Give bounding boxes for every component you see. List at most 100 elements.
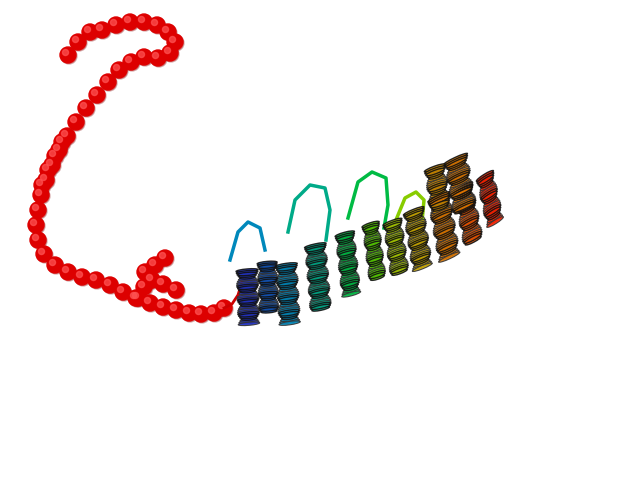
Ellipse shape: [369, 273, 385, 278]
Ellipse shape: [239, 307, 259, 310]
Circle shape: [151, 51, 167, 67]
Ellipse shape: [339, 264, 358, 270]
Ellipse shape: [364, 228, 378, 233]
Ellipse shape: [433, 219, 454, 229]
Ellipse shape: [278, 308, 300, 312]
Ellipse shape: [447, 160, 466, 169]
Circle shape: [195, 309, 202, 314]
Circle shape: [138, 265, 154, 281]
Circle shape: [33, 234, 38, 240]
Ellipse shape: [238, 274, 256, 277]
Ellipse shape: [340, 279, 360, 286]
Ellipse shape: [365, 230, 378, 235]
Ellipse shape: [387, 248, 406, 255]
Circle shape: [152, 52, 159, 59]
Ellipse shape: [485, 207, 500, 217]
Ellipse shape: [429, 198, 450, 206]
Ellipse shape: [364, 235, 381, 241]
Circle shape: [122, 14, 138, 30]
Circle shape: [79, 101, 95, 117]
Ellipse shape: [460, 208, 476, 217]
Circle shape: [45, 158, 61, 174]
Ellipse shape: [391, 256, 404, 262]
Ellipse shape: [240, 289, 255, 293]
Ellipse shape: [456, 194, 474, 204]
Circle shape: [206, 305, 222, 321]
Ellipse shape: [308, 263, 326, 268]
Circle shape: [84, 26, 90, 33]
Ellipse shape: [454, 186, 472, 196]
Ellipse shape: [429, 196, 449, 206]
Ellipse shape: [279, 271, 294, 275]
Circle shape: [138, 51, 145, 58]
Ellipse shape: [461, 218, 479, 228]
Ellipse shape: [280, 319, 300, 324]
Ellipse shape: [433, 221, 454, 231]
Ellipse shape: [478, 175, 493, 185]
Ellipse shape: [425, 166, 445, 174]
Ellipse shape: [370, 261, 381, 266]
Ellipse shape: [463, 231, 482, 242]
Circle shape: [137, 50, 153, 66]
Ellipse shape: [449, 180, 471, 190]
Ellipse shape: [388, 250, 406, 257]
Circle shape: [40, 174, 47, 180]
Ellipse shape: [435, 218, 452, 227]
Ellipse shape: [433, 201, 448, 209]
Ellipse shape: [365, 239, 381, 245]
Ellipse shape: [411, 252, 431, 261]
Ellipse shape: [477, 173, 493, 183]
Ellipse shape: [411, 242, 428, 249]
Ellipse shape: [487, 214, 501, 223]
Ellipse shape: [258, 290, 278, 293]
Ellipse shape: [389, 241, 402, 247]
Ellipse shape: [412, 244, 426, 251]
Circle shape: [130, 290, 146, 306]
Ellipse shape: [386, 228, 401, 235]
Circle shape: [116, 285, 132, 301]
Ellipse shape: [305, 243, 326, 248]
Ellipse shape: [310, 265, 324, 269]
Ellipse shape: [459, 212, 478, 222]
Ellipse shape: [312, 306, 330, 311]
Circle shape: [157, 301, 164, 308]
Ellipse shape: [237, 272, 257, 276]
Ellipse shape: [337, 235, 354, 241]
Ellipse shape: [453, 202, 475, 213]
Ellipse shape: [460, 214, 479, 224]
Ellipse shape: [480, 183, 495, 193]
Ellipse shape: [362, 223, 380, 229]
Circle shape: [61, 131, 68, 136]
Circle shape: [44, 157, 60, 173]
Circle shape: [136, 14, 152, 30]
Ellipse shape: [339, 260, 357, 266]
Ellipse shape: [462, 220, 478, 229]
Ellipse shape: [367, 245, 380, 251]
Ellipse shape: [456, 189, 472, 198]
Ellipse shape: [481, 180, 493, 188]
Circle shape: [143, 296, 159, 312]
Ellipse shape: [367, 255, 383, 261]
Ellipse shape: [431, 209, 452, 220]
Ellipse shape: [433, 214, 451, 223]
Ellipse shape: [278, 284, 296, 288]
Ellipse shape: [239, 313, 259, 317]
Ellipse shape: [447, 170, 470, 181]
Ellipse shape: [258, 277, 278, 281]
Circle shape: [38, 249, 45, 254]
Circle shape: [68, 114, 84, 130]
Circle shape: [149, 17, 165, 33]
Ellipse shape: [462, 226, 480, 236]
Circle shape: [157, 278, 164, 285]
Ellipse shape: [238, 322, 260, 325]
Ellipse shape: [276, 264, 297, 269]
Ellipse shape: [311, 295, 328, 300]
Ellipse shape: [413, 261, 431, 269]
Ellipse shape: [280, 313, 298, 318]
Circle shape: [81, 102, 86, 108]
Ellipse shape: [408, 238, 428, 246]
Ellipse shape: [278, 297, 298, 301]
Ellipse shape: [364, 233, 380, 240]
Ellipse shape: [453, 193, 472, 203]
Ellipse shape: [259, 300, 278, 304]
